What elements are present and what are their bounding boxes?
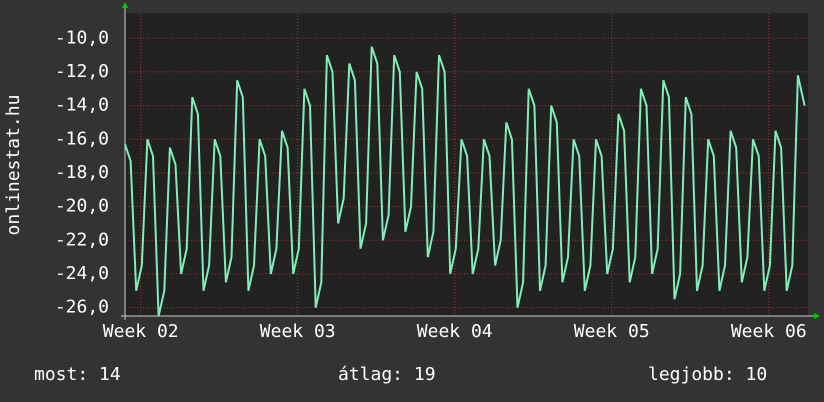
y-tick-label: -16,0 (55, 128, 109, 149)
y-tick-label: -12,0 (55, 61, 109, 82)
x-tick-label: Week 02 (103, 321, 179, 342)
footer-stat: átlag: 19 (338, 364, 436, 385)
footer-stat: legjobb: 10 (648, 364, 767, 385)
y-tick-label: -22,0 (55, 229, 109, 250)
y-tick-label: -14,0 (55, 95, 109, 116)
x-tick-label: Week 06 (731, 321, 807, 342)
x-tick-label: Week 04 (417, 321, 493, 342)
y-tick-label: -24,0 (55, 263, 109, 284)
footer-stat: most: 14 (34, 364, 121, 385)
y-tick-label: -20,0 (55, 196, 109, 217)
axis-arrow (814, 313, 820, 319)
y-axis-label: onlinestat.hu (3, 95, 24, 236)
y-tick-label: -10,0 (55, 27, 109, 48)
x-tick-label: Week 03 (260, 321, 336, 342)
axis-arrow (122, 2, 128, 8)
data-line (124, 46, 806, 317)
y-tick-label: -26,0 (55, 297, 109, 318)
y-tick-label: -18,0 (55, 162, 109, 183)
x-tick-label: Week 05 (574, 321, 650, 342)
